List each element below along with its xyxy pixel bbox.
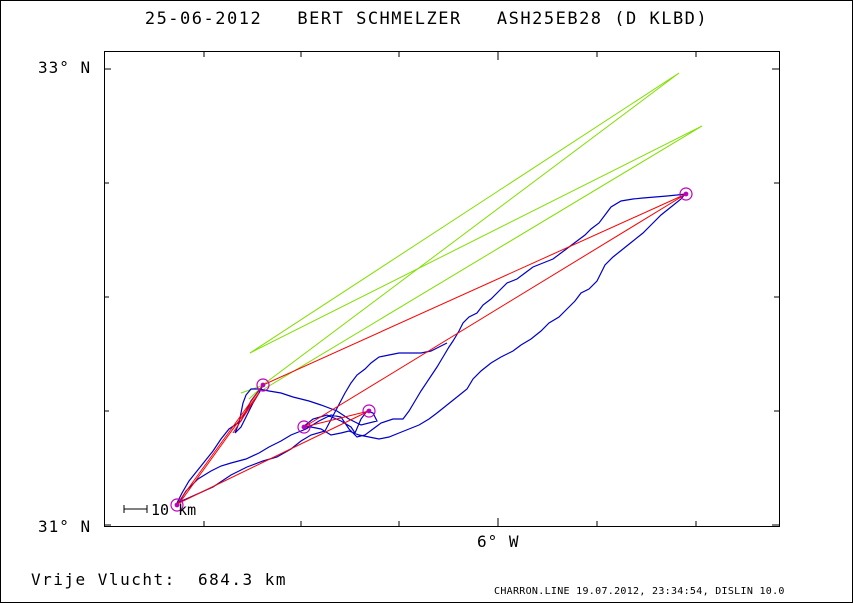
free-flight-distance: Vrije Vlucht: 684.3 km [31, 570, 287, 589]
wind-vector-2 [249, 125, 703, 390]
axis-ticks [104, 52, 779, 526]
task-legs [176, 193, 687, 505]
turnpoint-tp3 [297, 420, 311, 434]
latitude-label-top: 33° N [38, 58, 92, 77]
longitude-label: 6° W [477, 532, 520, 551]
glider-id: ASH25EB28 (D KLBD) [496, 9, 709, 29]
wind-vector-3 [240, 384, 265, 400]
latitude-label-bottom: 31° N [38, 517, 92, 536]
flight-map-plot [104, 51, 780, 527]
free-flight-value: 684.3 km [198, 570, 288, 589]
gps-track [175, 193, 687, 505]
wind-vectors [240, 72, 703, 400]
turnpoints [170, 187, 693, 512]
task-leg-2 [180, 392, 260, 502]
scale-bar-label: 10 km [151, 501, 197, 519]
map-frame [104, 51, 780, 527]
task-leg-1 [176, 193, 687, 505]
turnpoint-tp1 [256, 378, 270, 392]
wind-vector-1 [249, 72, 680, 385]
free-flight-label: Vrije Vlucht: [31, 570, 176, 589]
turnpoint-start-finish [170, 498, 184, 512]
flight-title: 25-06-2012 BERT SCHMELZER ASH25EB28 (D K… [1, 9, 852, 29]
scale-bar [123, 505, 148, 513]
footer-info: CHARRON.LINE 19.07.2012, 23:34:54, DISLI… [494, 586, 785, 597]
flight-date: 25-06-2012 [144, 9, 263, 29]
turnpoint-tp2 [679, 187, 693, 201]
turnpoint-tp4 [362, 404, 376, 418]
pilot-name: BERT SCHMELZER [297, 9, 462, 29]
